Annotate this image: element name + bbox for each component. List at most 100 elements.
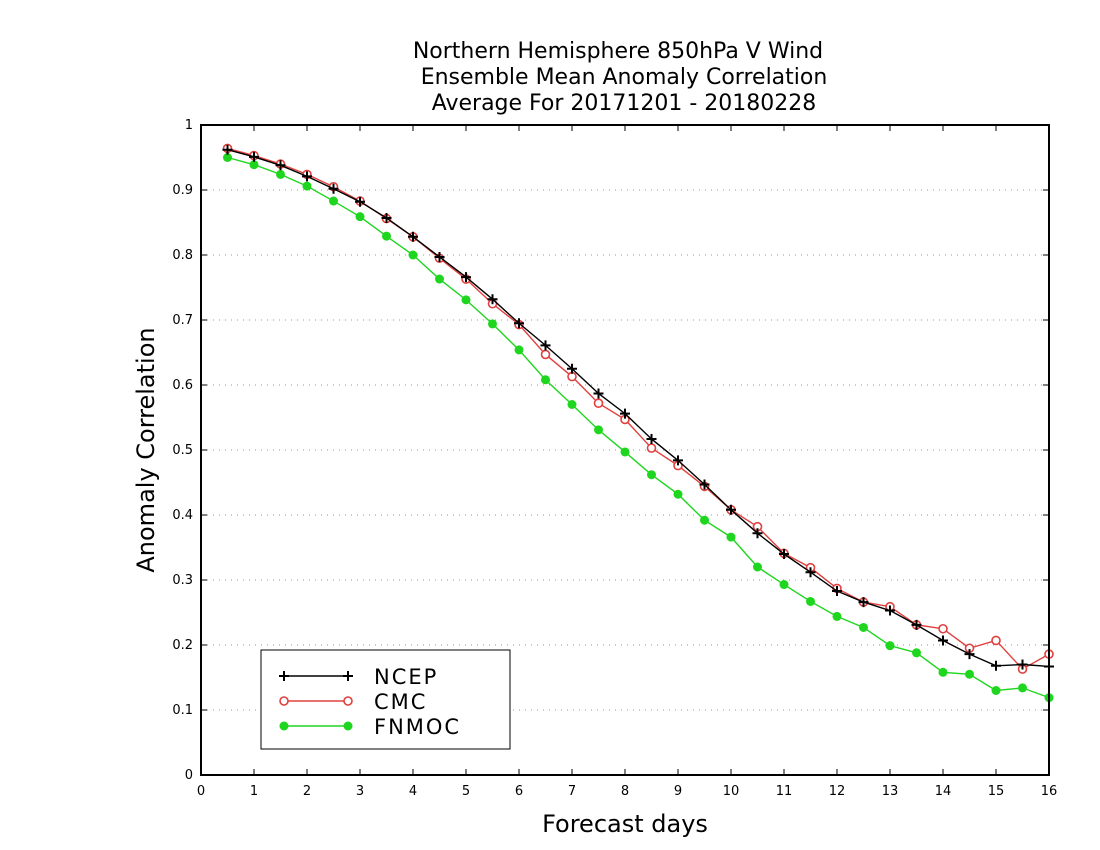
series-layer: [222, 143, 1054, 703]
data-point-ncep: [593, 388, 604, 399]
data-point-fnmoc: [435, 274, 444, 284]
data-point-ncep: [991, 660, 1001, 671]
series-line-cmc: [227, 147, 1050, 670]
legend-marker-fnmoc: [279, 721, 289, 731]
data-point-fnmoc: [567, 400, 577, 409]
data-point-fnmoc: [223, 153, 232, 162]
x-tick-label: 5: [462, 784, 470, 799]
legend-label-ncep: NCEP: [374, 665, 438, 689]
data-point-ncep: [408, 231, 418, 242]
data-point-fnmoc: [249, 160, 259, 170]
y-tick-label: 0.7: [172, 313, 193, 328]
data-point-fnmoc: [938, 667, 948, 677]
plot-frame: [200, 124, 1050, 776]
x-tick-label: 3: [356, 784, 364, 799]
x-tick-label: 6: [515, 784, 523, 799]
series-ncep: [222, 144, 1054, 672]
y-tick-label: 0: [185, 768, 193, 783]
x-axis-label: Forecast days: [542, 810, 708, 838]
data-point-fnmoc: [382, 231, 391, 241]
series-cmc: [222, 143, 1054, 674]
data-point-ncep: [487, 294, 498, 305]
legend-marker-cmc: [279, 696, 289, 706]
y-tick-label: 0.2: [172, 638, 193, 653]
data-point-fnmoc: [461, 295, 471, 305]
legend-label-cmc: CMC: [374, 690, 427, 714]
data-point-ncep: [355, 196, 365, 207]
data-point-fnmoc: [541, 375, 550, 385]
data-point-fnmoc: [700, 515, 709, 525]
x-tick-label: 4: [409, 784, 417, 799]
data-point-fnmoc: [620, 447, 630, 457]
data-point-ncep: [514, 318, 524, 329]
data-point-ncep: [726, 504, 736, 515]
data-point-ncep: [567, 363, 577, 374]
data-point-ncep: [540, 340, 551, 351]
y-tick-label: 1: [185, 118, 193, 133]
data-point-fnmoc: [912, 648, 921, 658]
data-point-ncep: [752, 528, 763, 539]
data-point-ncep: [779, 549, 789, 559]
data-point-ncep: [911, 619, 922, 630]
x-tick-label: 7: [568, 784, 576, 799]
data-point-ncep: [964, 649, 975, 660]
x-tick-label: 8: [621, 784, 629, 799]
y-tick-label: 0.9: [172, 183, 193, 198]
legend-box: [260, 649, 511, 750]
chart-title-line-1: Northern Hemisphere 850hPa V Wind: [413, 39, 823, 64]
data-point-ncep: [328, 183, 339, 194]
x-tick-label: 0: [197, 784, 205, 799]
x-tick-label: 13: [882, 784, 899, 799]
chart-title-line-3: Average For 20171201 - 20180228: [432, 91, 817, 116]
data-point-fnmoc: [859, 622, 868, 632]
data-point-ncep: [673, 455, 683, 466]
data-point-fnmoc: [514, 345, 524, 355]
data-point-fnmoc: [806, 596, 815, 606]
data-point-cmc: [593, 398, 604, 409]
series-fnmoc: [223, 153, 1054, 703]
data-point-ncep: [302, 171, 312, 182]
x-tick-label: 16: [1041, 784, 1058, 799]
y-tick-label: 0.3: [172, 573, 193, 588]
chart-title: Northern Hemisphere 850hPa V Wind Ensemb…: [413, 39, 827, 116]
data-point-ncep: [434, 251, 445, 262]
data-point-fnmoc: [408, 250, 418, 260]
legend-label-fnmoc: FNMOC: [374, 715, 461, 739]
data-point-cmc: [938, 623, 948, 634]
x-tick-label: 10: [723, 784, 740, 799]
y-tick-label: 0.6: [172, 378, 193, 393]
data-point-fnmoc: [1018, 683, 1027, 693]
data-point-fnmoc: [594, 425, 603, 435]
y-axis-label: Anomaly Correlation: [132, 327, 160, 572]
data-point-fnmoc: [885, 641, 895, 651]
series-line-fnmoc: [227, 156, 1050, 699]
y-tick-label: 0.5: [172, 443, 193, 458]
data-point-ncep: [805, 567, 816, 578]
data-point-fnmoc: [965, 669, 974, 679]
x-tick-label: 2: [303, 784, 311, 799]
legend-marker-cmc: [343, 696, 353, 706]
x-tick-label: 1: [250, 784, 258, 799]
y-tick-label: 0.4: [172, 508, 193, 523]
data-point-fnmoc: [276, 169, 285, 179]
data-point-ncep: [222, 144, 233, 155]
data-point-fnmoc: [355, 212, 365, 222]
data-point-ncep: [1017, 659, 1028, 670]
legend-marker-ncep: [343, 671, 353, 681]
data-point-ncep: [381, 212, 392, 223]
legend-marker-ncep: [279, 671, 289, 681]
x-tick-label: 9: [674, 784, 682, 799]
data-point-fnmoc: [991, 686, 1001, 695]
x-tick-label: 12: [829, 784, 846, 799]
data-point-ncep: [646, 433, 657, 444]
data-point-ncep: [832, 586, 842, 597]
data-point-fnmoc: [302, 181, 312, 191]
x-tick-label: 15: [988, 784, 1005, 799]
data-point-fnmoc: [779, 580, 789, 590]
data-point-ncep: [620, 408, 630, 419]
data-point-cmc: [991, 635, 1001, 646]
data-point-ncep: [885, 605, 895, 616]
data-point-cmc: [646, 443, 657, 453]
data-point-fnmoc: [726, 532, 736, 542]
